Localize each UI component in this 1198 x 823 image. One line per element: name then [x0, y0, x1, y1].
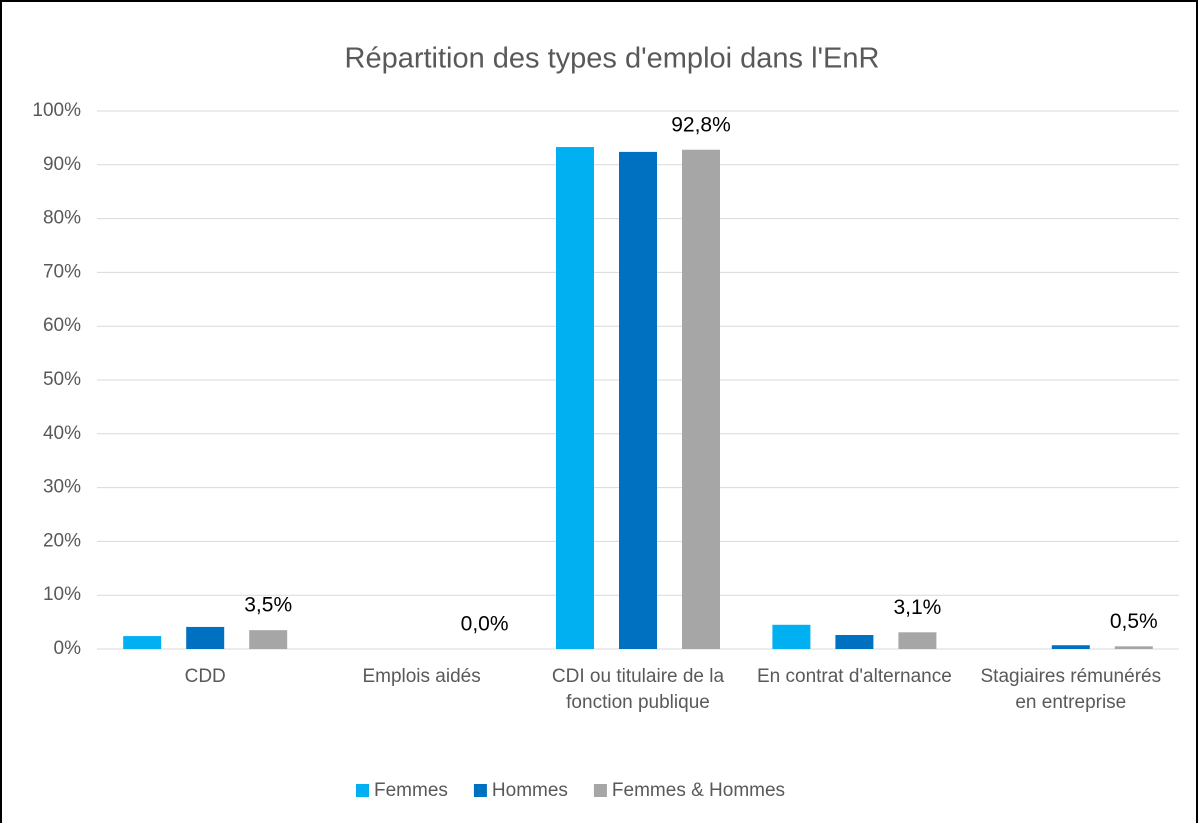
bar [186, 626, 225, 649]
bar [123, 636, 162, 649]
x-tick-label-box: CDI ou titulaire de la fonction publique [551, 666, 725, 713]
y-tick-label: 60% [43, 315, 81, 336]
bar [556, 147, 594, 649]
y-tick-label: 0% [54, 638, 82, 659]
data-label: 0,0% [461, 613, 509, 636]
data-label: 3,1% [893, 596, 941, 619]
y-tick-label: 80% [43, 208, 81, 229]
y-tick-label: 90% [43, 154, 81, 175]
x-tick-label-box: En contrat d'alternance [756, 666, 952, 687]
y-tick-label: 40% [43, 423, 81, 444]
y-tick-label: 10% [43, 584, 81, 605]
y-tick-label: 100% [32, 100, 81, 121]
x-tick-label: CDD [184, 666, 226, 687]
legend-swatch [356, 784, 369, 797]
bar [682, 149, 720, 649]
legend-label: Hommes [492, 780, 568, 801]
y-tick-label: 50% [43, 369, 81, 390]
data-label: 92,8% [671, 113, 731, 136]
data-label: 0,5% [1110, 610, 1158, 633]
y-tick-label: 30% [43, 477, 81, 498]
x-tick-label-box: Emplois aidés [362, 666, 481, 687]
y-tick-label: 20% [43, 530, 81, 551]
x-tick-label-box: CDD [184, 666, 226, 687]
x-tick-label: Emplois aidés [362, 666, 481, 687]
bar [772, 624, 811, 649]
x-tick-label-box: Stagiaires rémunérés en entreprise [980, 666, 1162, 713]
legend-swatch [473, 784, 487, 797]
legend-label: Femmes [374, 780, 448, 801]
legend-label: Femmes & Hommes [612, 780, 785, 801]
y-tick-label: 70% [43, 261, 81, 282]
x-tick-label: CDI ou titulaire de la fonction publique [551, 666, 725, 713]
bar [1114, 646, 1153, 649]
bar [898, 632, 937, 649]
data-label: 3,5% [244, 594, 292, 617]
bar [619, 151, 657, 649]
bar [249, 630, 288, 649]
legend-swatch [593, 784, 607, 797]
chart-title: Répartition des types d'emploi dans l'En… [345, 43, 880, 75]
x-tick-label: En contrat d'alternance [756, 666, 952, 687]
x-tick-label: Stagiaires rémunérés en entreprise [980, 666, 1162, 713]
bar [835, 635, 874, 649]
bar [1051, 645, 1090, 649]
